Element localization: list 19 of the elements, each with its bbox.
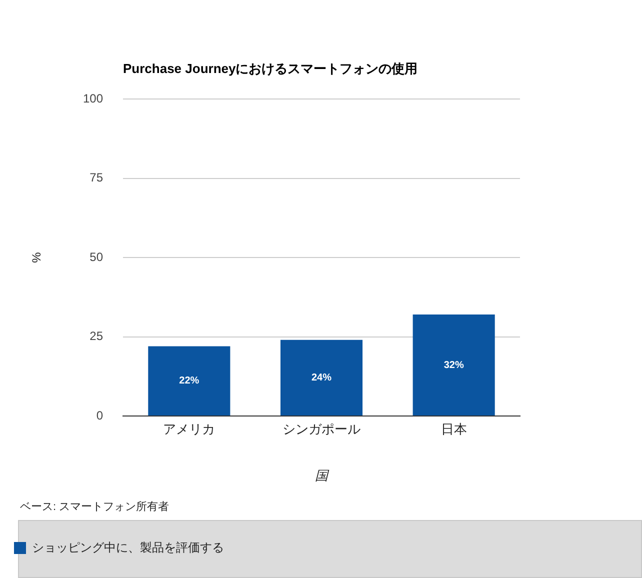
chart-title: Purchase Journeyにおけるスマートフォンの使用 <box>123 60 418 78</box>
y-tick-label: 25 <box>90 329 104 344</box>
y-tick-label: 50 <box>90 250 104 264</box>
data-label: 22% <box>179 376 200 387</box>
bar <box>280 340 363 416</box>
data-label: 24% <box>311 372 332 384</box>
text: ベース: スマートフォン所有者 <box>20 500 170 514</box>
data-label: 32% <box>444 360 464 371</box>
y-tick-label: 0 <box>96 408 104 422</box>
x-tick-label: 日本 <box>440 421 467 436</box>
bar <box>412 314 495 416</box>
y-tick-label: 75 <box>90 170 104 185</box>
x-tick-label: シンガポール <box>282 421 360 436</box>
legend-label: ショッピング中に、製品を評価する <box>32 540 224 554</box>
y-axis-title: % <box>30 252 44 263</box>
x-axis-title: 国 <box>315 468 330 483</box>
y-tick-label: 100 <box>82 91 104 106</box>
x-tick-label: アメリカ <box>163 421 216 436</box>
bar <box>148 346 230 416</box>
